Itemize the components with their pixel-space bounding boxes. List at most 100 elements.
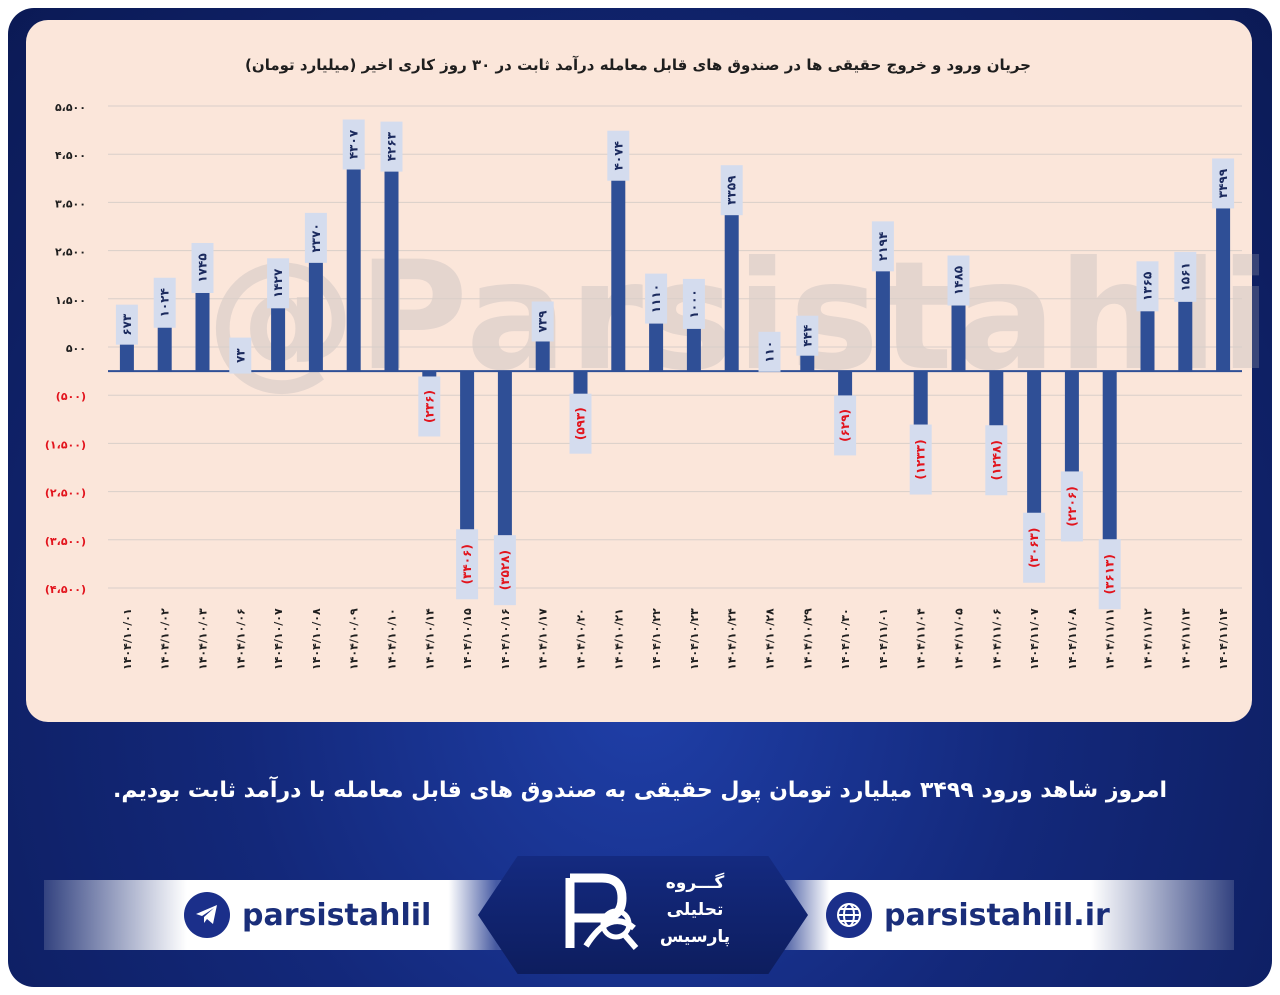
data-label-box — [191, 242, 214, 293]
data-label-box — [342, 119, 365, 170]
data-label: (۲۲۰۶) — [1065, 486, 1079, 526]
data-label-box — [947, 255, 970, 306]
data-label-box — [607, 130, 630, 181]
x-tick-label: ۱۴۰۴/۱۰/۰۹ — [348, 608, 361, 670]
bar — [875, 265, 890, 372]
data-label-box — [569, 393, 592, 454]
data-label-box — [153, 277, 176, 328]
y-tick-label: ۵۰۰ — [66, 342, 86, 355]
x-tick-label: ۱۴۰۴/۱۰/۰۸ — [310, 608, 323, 670]
data-label: ۱۴۲۷ — [271, 268, 285, 298]
data-label-box — [871, 221, 894, 272]
data-label-box — [493, 535, 516, 606]
bar — [611, 174, 626, 372]
y-tick-label: (۳،۵۰۰) — [45, 535, 86, 548]
data-label-box — [834, 395, 857, 456]
data-label: (۳۴۰۶) — [460, 544, 474, 584]
data-label-box — [456, 529, 479, 600]
data-label-box — [1136, 261, 1159, 312]
telegram-handle: parsistahlil — [242, 897, 432, 933]
bar — [195, 286, 210, 372]
data-label-box — [645, 273, 668, 324]
data-label-box — [720, 165, 743, 216]
data-label-box — [909, 424, 932, 495]
data-label: ۱۱۱۰ — [649, 284, 663, 313]
x-tick-label: ۱۴۰۴/۱۱/۱۱ — [1104, 608, 1117, 670]
x-tick-label: ۱۴۰۴/۱۰/۱۶ — [499, 608, 512, 670]
bar — [1064, 371, 1079, 478]
bar — [1102, 371, 1117, 546]
data-label: ۴۴۴ — [800, 325, 814, 347]
x-tick-label: ۱۴۰۴/۱۱/۰۴ — [915, 608, 928, 670]
bar — [1216, 202, 1231, 372]
data-label: ۱۰۰۰ — [687, 289, 701, 318]
y-tick-label: (۴،۵۰۰) — [45, 583, 86, 596]
data-label-box — [1023, 512, 1046, 583]
bar — [535, 335, 550, 372]
data-label: ۷۳ — [233, 348, 247, 363]
x-tick-label: ۱۴۰۴/۱۰/۲۹ — [801, 608, 814, 670]
x-tick-label: ۱۴۰۴/۱۰/۰۷ — [272, 608, 285, 670]
bar — [686, 322, 701, 372]
logo-icon — [565, 873, 639, 950]
data-label: ۱۰۲۴ — [158, 288, 172, 317]
y-tick-label: ۲،۵۰۰ — [55, 246, 86, 259]
logo-line-2: تحلیلی — [666, 900, 724, 920]
data-label: ۴۳۰۷ — [347, 129, 361, 159]
data-label-box — [229, 337, 252, 374]
data-label: ۲۳۷۰ — [309, 223, 323, 252]
x-tick-label: ۱۴۰۴/۱۰/۲۰ — [575, 608, 588, 670]
x-tick-label: ۱۴۰۴/۱۰/۰۱ — [121, 608, 134, 670]
x-tick-label: ۱۴۰۴/۱۰/۱۴ — [423, 608, 436, 670]
website-url: parsistahlil.ir — [884, 897, 1110, 933]
x-tick-label: ۱۴۰۴/۱۱/۰۱ — [877, 608, 890, 670]
data-label-box — [682, 278, 705, 329]
x-tick-label: ۱۴۰۴/۱۰/۳۰ — [839, 608, 852, 670]
y-tick-label: ۵،۵۰۰ — [55, 101, 86, 114]
data-label: (۵۹۳) — [574, 407, 588, 440]
bar — [913, 371, 928, 431]
y-tick-label: (۵۰۰) — [56, 390, 86, 403]
data-label: (۳۵۲۸) — [498, 550, 512, 590]
data-label: ۲۱۹۴ — [876, 232, 890, 261]
data-label-box — [796, 315, 819, 356]
data-label: ۱۴۸۵ — [952, 266, 966, 295]
data-label: ۱۱۰ — [763, 341, 777, 363]
x-tick-label: ۱۴۰۴/۱۰/۲۱ — [612, 608, 625, 670]
bar — [346, 163, 361, 372]
bar — [989, 371, 1004, 432]
data-label: ۴۰۷۴ — [611, 141, 625, 170]
x-tick-label: ۱۴۰۴/۱۰/۰۳ — [197, 608, 210, 670]
data-label: ۷۳۹ — [536, 310, 550, 333]
telegram-link[interactable]: parsistahlil — [184, 890, 431, 940]
logo-line-1: گـــروه — [665, 873, 725, 893]
data-label-box — [985, 425, 1008, 496]
data-label-box — [380, 121, 403, 172]
x-tick-label: ۱۴۰۴/۱۱/۱۴ — [1217, 608, 1230, 670]
logo-text: گـــروه تحلیلی پارسیس — [640, 870, 750, 951]
data-label-box — [418, 376, 441, 437]
x-tick-label: ۱۴۰۴/۱۰/۰۶ — [234, 608, 247, 670]
website-link[interactable]: parsistahlil.ir — [826, 890, 1110, 940]
data-label-box — [1060, 471, 1083, 542]
logo-line-3: پارسیس — [659, 927, 731, 947]
data-label: (۱۲۳۳) — [914, 439, 928, 479]
x-tick-label: ۱۴۰۴/۱۰/۲۳ — [688, 608, 701, 670]
y-tick-label: (۲،۵۰۰) — [45, 487, 86, 500]
bar — [573, 371, 588, 400]
data-label: ۴۲۶۳ — [385, 131, 399, 161]
x-tick-label: ۱۴۰۴/۱۰/۱۰ — [386, 608, 399, 670]
x-tick-label: ۱۴۰۴/۱۱/۰۵ — [953, 608, 966, 670]
watermark: @Parsistahlil — [206, 230, 1272, 404]
x-tick-label: ۱۴۰۴/۱۱/۱۲ — [1142, 608, 1155, 670]
x-tick-label: ۱۴۰۴/۱۰/۰۲ — [159, 608, 172, 670]
data-label: ۶۷۳ — [120, 313, 134, 336]
poster-frame: @Parsistahlil جریان ورود و خروج حقیقی ها… — [8, 8, 1272, 987]
bar — [384, 165, 399, 372]
x-tick-label: ۱۴۰۴/۱۱/۰۷ — [1028, 608, 1041, 670]
bar — [1140, 305, 1155, 372]
x-tick-label: ۱۴۰۴/۱۱/۰۸ — [1066, 608, 1079, 670]
data-label-box — [1212, 158, 1235, 209]
data-label: (۳۶۱۳) — [1103, 554, 1117, 594]
bar — [119, 338, 134, 372]
